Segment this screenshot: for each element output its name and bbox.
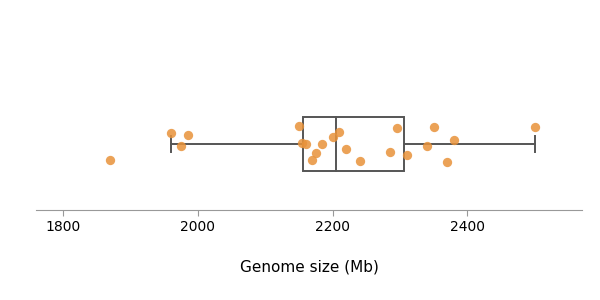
Point <box>335 130 344 135</box>
Point <box>166 131 176 136</box>
Point <box>294 123 304 128</box>
Point <box>311 151 320 155</box>
Point <box>298 140 307 145</box>
Point <box>385 150 395 154</box>
Point <box>355 158 364 163</box>
Point <box>392 126 401 131</box>
Point <box>429 125 439 130</box>
Point <box>317 142 327 146</box>
Point <box>530 124 539 129</box>
Point <box>449 138 459 142</box>
FancyBboxPatch shape <box>303 117 404 171</box>
Point <box>422 143 432 148</box>
Point <box>183 133 193 138</box>
Point <box>442 160 452 165</box>
Point <box>341 146 351 151</box>
Point <box>176 144 186 149</box>
Point <box>328 135 337 140</box>
Point <box>301 142 310 146</box>
X-axis label: Genome size (Mb): Genome size (Mb) <box>239 260 379 274</box>
Point <box>402 153 412 158</box>
Point <box>106 158 115 163</box>
Point <box>308 158 317 163</box>
